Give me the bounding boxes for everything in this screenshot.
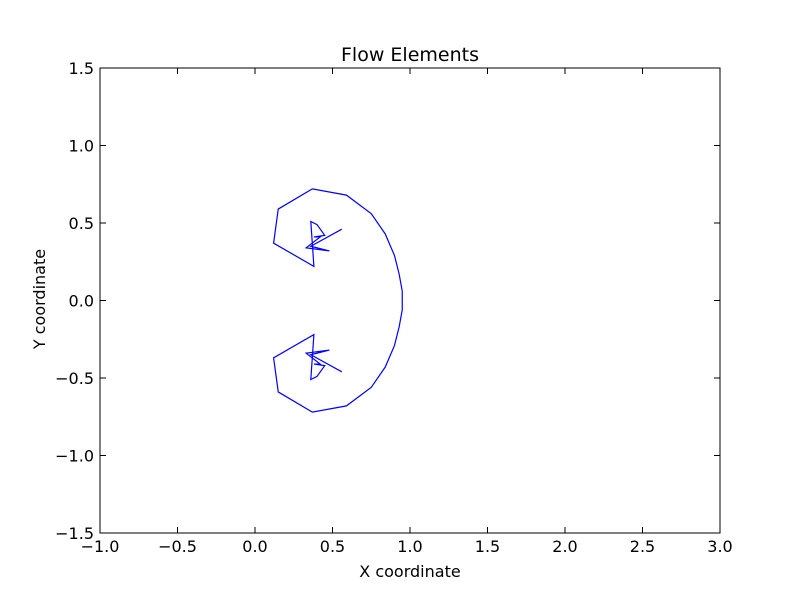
x-tick-label: 0.0 bbox=[242, 537, 267, 556]
x-tick-label: 3.0 bbox=[707, 537, 732, 556]
x-axis-label: X coordinate bbox=[359, 562, 460, 581]
chart-title: Flow Elements bbox=[341, 44, 479, 66]
x-tick-label: 1.0 bbox=[397, 537, 422, 556]
y-tick-label: −0.5 bbox=[55, 369, 94, 388]
y-tick-label: −1.0 bbox=[55, 447, 94, 466]
series-layer bbox=[272, 188, 403, 413]
y-axis-label: Y coordinate bbox=[30, 249, 49, 350]
y-tick-label: 0.5 bbox=[69, 214, 94, 233]
x-tick-label: −1.0 bbox=[81, 537, 120, 556]
x-tick-label: 1.5 bbox=[475, 537, 500, 556]
x-tick-label: 2.0 bbox=[552, 537, 577, 556]
x-tick-label: 2.5 bbox=[630, 537, 655, 556]
x-tick-label: −0.5 bbox=[158, 537, 197, 556]
series-line bbox=[272, 188, 403, 413]
plot-area-frame bbox=[99, 67, 721, 534]
y-tick-label: −1.5 bbox=[55, 524, 94, 543]
y-tick-label: 1.0 bbox=[69, 137, 94, 156]
x-tick-label: 0.5 bbox=[320, 537, 345, 556]
y-tick-label: 1.5 bbox=[69, 59, 94, 78]
y-tick-label: 0.0 bbox=[69, 292, 94, 311]
ticks-layer: −1.0 −0.5 0.0 0.5 1.0 1.5 2.0 2.5 3.0−1.5−1.0−0.… bbox=[55, 59, 733, 556]
